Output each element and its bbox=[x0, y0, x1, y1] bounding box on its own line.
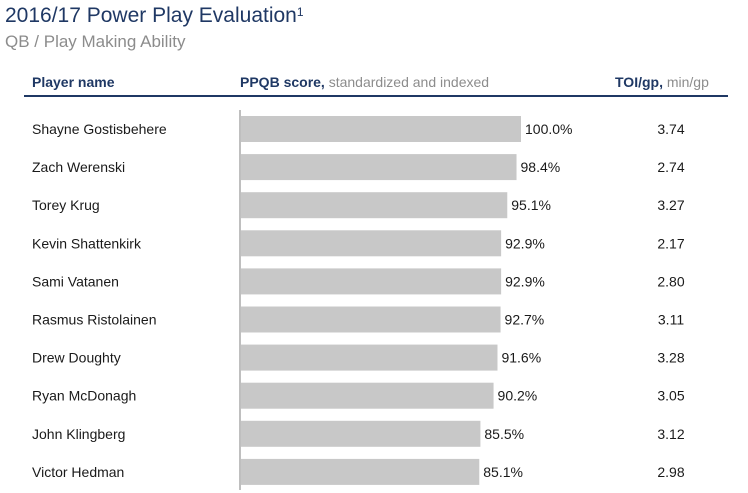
ppqb-score-label: 92.9% bbox=[505, 273, 545, 289]
ppqb-score-label: 91.6% bbox=[501, 350, 541, 366]
ppqb-score-bar bbox=[241, 192, 508, 219]
player-name-label: Sami Vatanen bbox=[32, 273, 119, 289]
ppqb-score-label: 85.1% bbox=[483, 464, 523, 480]
player-name-label: Zach Werenski bbox=[32, 159, 125, 175]
footnote-marker: 1 bbox=[296, 5, 304, 19]
ppqb-score-label: 98.4% bbox=[521, 159, 561, 175]
ppqb-score-bar bbox=[241, 154, 517, 181]
player-name-label: Drew Doughty bbox=[32, 350, 121, 366]
player-name-label: Kevin Shattenkirk bbox=[32, 235, 142, 251]
toi-value: 3.27 bbox=[657, 197, 684, 213]
ppqb-score-label: 100.0% bbox=[525, 121, 572, 137]
player-name-label: Ryan McDonagh bbox=[32, 388, 136, 404]
header-player-name: Player name bbox=[32, 74, 115, 90]
header-rule bbox=[24, 95, 728, 97]
header-ppqb-score: PPQB score, standardized and indexed bbox=[240, 74, 490, 90]
toi-value: 3.12 bbox=[657, 426, 684, 442]
ppqb-score-bar bbox=[241, 344, 498, 371]
ppqb-score-label: 85.5% bbox=[484, 426, 524, 442]
toi-value: 2.17 bbox=[657, 235, 684, 251]
toi-value: 3.11 bbox=[658, 312, 684, 328]
ppqb-score-bar bbox=[241, 382, 494, 409]
ppqb-score-label: 92.9% bbox=[505, 235, 545, 251]
toi-value: 3.74 bbox=[657, 121, 684, 137]
ppqb-score-bar bbox=[241, 420, 481, 447]
toi-value: 2.80 bbox=[657, 273, 684, 289]
ppqb-score-label: 90.2% bbox=[498, 388, 538, 404]
player-name-label: Victor Hedman bbox=[32, 464, 124, 480]
player-name-label: Rasmus Ristolainen bbox=[32, 312, 157, 328]
chart-title: 2016/17 Power Play Evaluation1 bbox=[5, 4, 304, 27]
ppqb-score-label: 95.1% bbox=[511, 197, 551, 213]
chart-subtitle: QB / Play Making Ability bbox=[5, 32, 186, 51]
ppqb-score-bar bbox=[241, 458, 480, 485]
ppqb-score-bar bbox=[241, 230, 502, 257]
ppqb-score-bar bbox=[241, 268, 502, 295]
player-name-label: Shayne Gostisbehere bbox=[32, 121, 167, 137]
toi-value: 2.98 bbox=[657, 464, 684, 480]
toi-value: 3.05 bbox=[657, 388, 684, 404]
ppqb-score-label: 92.7% bbox=[505, 312, 545, 328]
player-name-label: John Klingberg bbox=[32, 426, 125, 442]
toi-value: 3.28 bbox=[657, 350, 684, 366]
header-toi: TOI/gp, min/gp bbox=[615, 74, 709, 90]
player-name-label: Torey Krug bbox=[32, 197, 100, 213]
ppqb-score-bar bbox=[241, 306, 501, 333]
toi-value: 2.74 bbox=[657, 159, 684, 175]
ppqb-score-bar bbox=[241, 116, 521, 142]
